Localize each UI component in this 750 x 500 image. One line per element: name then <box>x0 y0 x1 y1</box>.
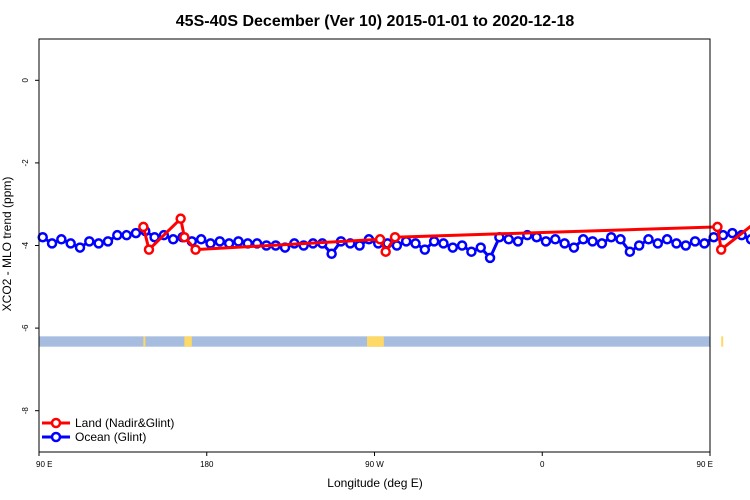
legend: Land (Nadir&Glint)Ocean (Glint) <box>42 416 174 444</box>
ocean-data-point <box>512 236 524 247</box>
legend-label: Land (Nadir&Glint) <box>75 416 174 430</box>
chart-title: 45S-40S December (Ver 10) 2015-01-01 to … <box>176 13 575 30</box>
ocean-data-point <box>102 236 114 247</box>
ocean-data-point <box>503 234 514 245</box>
ocean-data-point <box>643 234 654 245</box>
ocean-data-point <box>587 236 598 247</box>
x-tick-label: 90 E <box>36 460 52 469</box>
ocean-data-point <box>559 238 570 249</box>
ocean-data-point <box>689 236 701 247</box>
ocean-data-point <box>484 252 496 264</box>
axis-ticks: 90 E 180 90 W 0 90 E 0 -2 -4 -6 -8 <box>21 78 713 469</box>
ocean-data-point <box>130 227 142 239</box>
ocean-data-point <box>568 242 580 253</box>
ocean-data-point <box>596 238 608 249</box>
ocean-data-point <box>745 234 750 245</box>
ocean-data-point <box>428 236 440 247</box>
land-data-point <box>143 244 155 255</box>
y-tick-label: -6 <box>21 324 30 332</box>
ocean-data-point <box>578 234 589 245</box>
x-tick-label: 0 <box>540 460 545 469</box>
ocean-data-point <box>456 240 468 251</box>
legend-marker <box>50 417 62 429</box>
land-data-point <box>715 244 727 255</box>
ocean-data-point <box>671 238 682 249</box>
ocean-data-point <box>112 229 123 241</box>
ocean-data-point <box>531 231 542 243</box>
ocean-data-point <box>391 240 403 251</box>
ocean-data-point <box>205 238 216 249</box>
ocean-data-point <box>540 236 552 247</box>
ocean-data-point <box>661 234 673 245</box>
ocean-data-point <box>195 234 207 245</box>
ocean-data-point <box>447 242 459 253</box>
ocean-data-point <box>326 248 337 260</box>
ocean-data-point <box>466 246 477 257</box>
land-data-point <box>138 221 149 233</box>
x-tick-label: 90 W <box>365 460 384 469</box>
ocean-data-point <box>727 227 738 239</box>
ocean-data-point <box>699 238 710 249</box>
x-tick-label: 180 <box>200 460 214 469</box>
x-tick-label: 90 E <box>697 460 713 469</box>
ocean-data-point <box>633 240 645 251</box>
ocean-data-point <box>121 229 132 241</box>
ocean-data-point <box>419 244 431 255</box>
x-axis-label: Longitude (deg E) <box>327 476 422 490</box>
land-data-point <box>380 246 391 257</box>
ocean-data-point <box>74 242 86 253</box>
ocean-data-point <box>46 238 58 249</box>
ocean-data-point <box>410 238 421 249</box>
land-data-point <box>190 244 201 255</box>
y-tick-label: -8 <box>21 407 30 415</box>
ocean-data-point <box>605 231 617 243</box>
land-series <box>138 213 750 257</box>
land-ocean-band <box>39 336 724 347</box>
ocean-data-point <box>708 231 719 243</box>
ocean-data-point <box>65 238 76 249</box>
land-patch <box>367 336 384 347</box>
ocean-data-point <box>652 238 664 249</box>
ocean-data-point <box>624 246 636 257</box>
land-data-point <box>712 221 723 233</box>
ocean-data-point <box>93 238 104 249</box>
ocean-data-point <box>475 242 486 253</box>
land-patch <box>143 336 146 347</box>
ocean-data-point <box>438 238 449 249</box>
y-tick-label: 0 <box>21 78 30 83</box>
y-tick-label: -4 <box>21 241 30 249</box>
y-axis-label: XCO2 - MLO trend (ppm) <box>0 177 14 312</box>
land-series-line <box>141 215 750 255</box>
ocean-series <box>37 225 750 264</box>
plot-frame <box>38 38 711 453</box>
ocean-data-point <box>214 236 226 247</box>
land-patch <box>184 336 192 347</box>
land-data-point <box>179 231 190 243</box>
land-data-point <box>389 231 401 243</box>
ocean-data-point <box>354 240 365 251</box>
ocean-data-point <box>680 240 692 251</box>
ocean-data-point <box>149 231 160 243</box>
ocean-data-point <box>84 236 95 247</box>
land-data-point <box>175 213 186 224</box>
ocean-data-point <box>615 234 626 245</box>
legend-label: Ocean (Glint) <box>75 430 146 444</box>
land-data-point <box>374 234 386 245</box>
plot-series <box>37 213 750 264</box>
ocean-data-point <box>550 234 561 245</box>
ocean-data-point <box>167 234 179 245</box>
ocean-data-point <box>400 236 412 247</box>
ocean-data-point <box>56 234 67 245</box>
land-patch <box>721 336 724 347</box>
ocean-data-point <box>37 231 48 243</box>
y-tick-label: -2 <box>21 159 30 167</box>
ocean-data-point <box>233 236 244 247</box>
legend-marker <box>50 431 62 443</box>
